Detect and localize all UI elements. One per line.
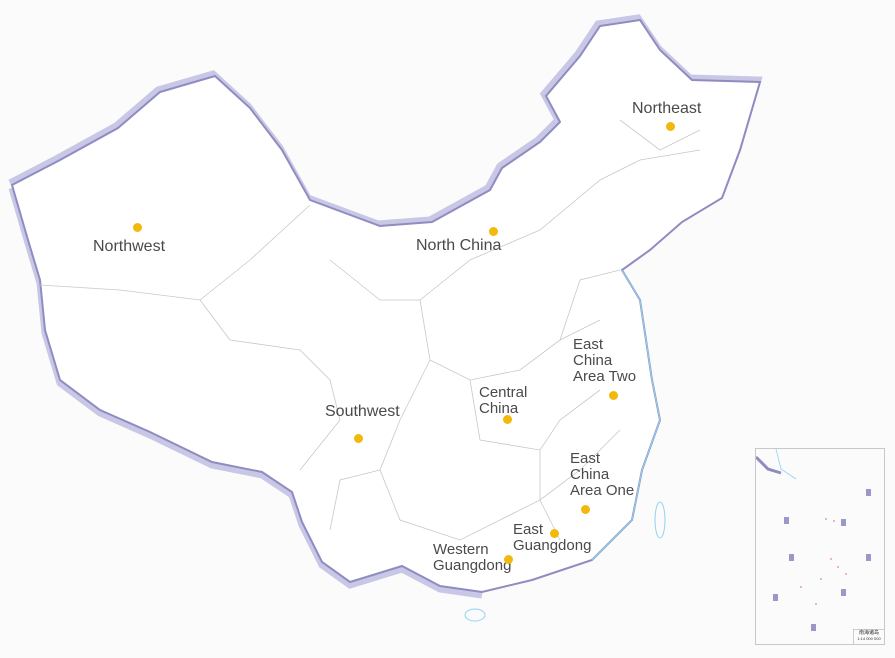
province-borders — [39, 119, 701, 541]
region-marker-central-china[interactable] — [503, 415, 512, 424]
inset-scale: 1:14 000 000 — [857, 636, 881, 641]
region-label-western-guangdong: Western Guangdong — [433, 541, 512, 574]
region-marker-east-china-one[interactable] — [581, 505, 590, 514]
south-china-sea-inset: 南海诸岛 1:14 000 000 — [754, 448, 888, 645]
region-label-east-china-one: East China Area One — [570, 450, 635, 499]
region-label-northwest: Northwest — [93, 238, 166, 255]
region-label-northeast: Northeast — [632, 100, 702, 117]
region-marker-east-guangdong[interactable] — [550, 529, 559, 538]
region-label-east-china-two: East China Area Two — [573, 336, 637, 385]
region-label-north-china: North China — [416, 237, 502, 254]
region-marker-northwest[interactable] — [133, 223, 142, 232]
coastline-islands — [464, 269, 666, 622]
region-label-southwest: Southwest — [325, 403, 400, 420]
region-label-east-guangdong: East Guangdong — [513, 521, 592, 554]
region-marker-east-china-two[interactable] — [609, 391, 618, 400]
inset-caption: 南海诸岛 1:14 000 000 — [853, 629, 884, 644]
inset-title: 南海诸岛 — [858, 630, 879, 636]
inset-map — [754, 448, 888, 631]
region-marker-northeast[interactable] — [666, 122, 675, 131]
region-marker-western-guangdong[interactable] — [504, 555, 513, 564]
region-label-central-china: Central China — [479, 384, 528, 417]
region-marker-north-china[interactable] — [489, 227, 498, 236]
region-marker-southwest[interactable] — [354, 434, 363, 443]
china-land — [10, 18, 762, 594]
